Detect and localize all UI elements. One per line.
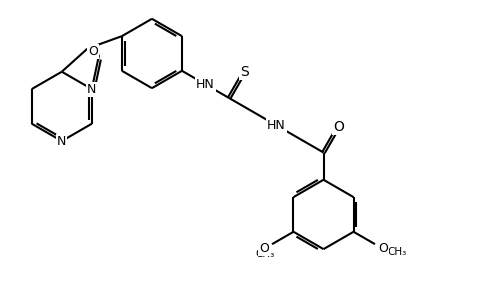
Text: CH₃: CH₃ <box>388 247 407 257</box>
Text: CH₃: CH₃ <box>256 249 275 259</box>
Text: O: O <box>378 242 388 255</box>
Text: N: N <box>87 83 97 96</box>
Text: O: O <box>333 120 344 134</box>
Text: O: O <box>260 242 270 255</box>
Text: N: N <box>57 135 66 148</box>
Text: O: O <box>88 45 98 58</box>
Text: HN: HN <box>267 119 285 132</box>
Text: S: S <box>240 65 248 79</box>
Text: HN: HN <box>196 78 215 91</box>
